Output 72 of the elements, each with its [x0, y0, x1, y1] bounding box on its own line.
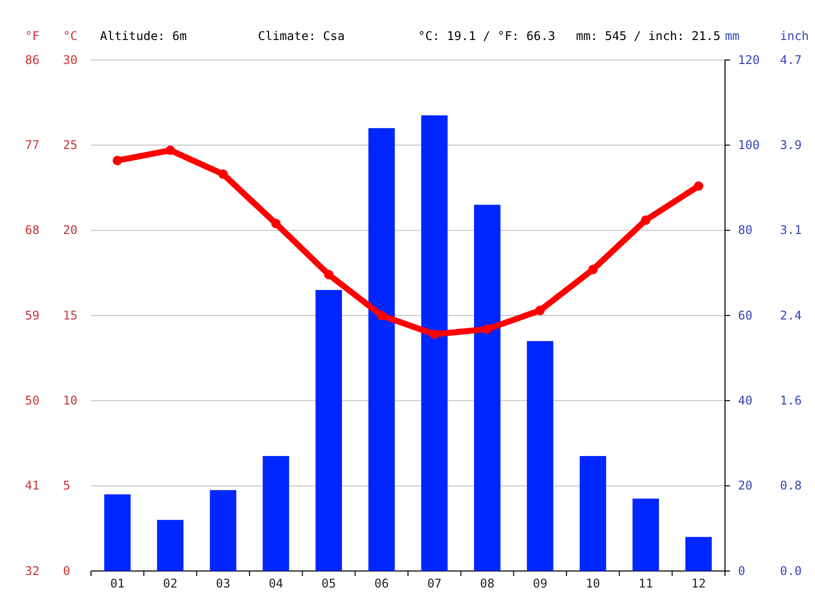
bar	[580, 456, 606, 571]
y3-tick-label: 59	[25, 308, 40, 322]
x-tick-label: 11	[638, 576, 653, 591]
x-tick-label: 05	[322, 576, 336, 591]
text: Altitude: 6m	[100, 29, 187, 43]
y3-tick-label: 32	[25, 564, 40, 578]
point	[694, 181, 704, 191]
y2-tick-label: 80	[738, 223, 752, 238]
point	[641, 215, 650, 225]
text: 0.8	[780, 478, 802, 493]
y3-tick-label: 50	[25, 394, 40, 408]
bar	[104, 494, 131, 571]
point	[430, 330, 440, 339]
text: 3.1	[780, 223, 802, 238]
y-tick-label: 15	[63, 308, 78, 322]
y3-tick-label: 86	[25, 52, 40, 67]
x-tick-label: 09	[532, 576, 548, 591]
bar	[262, 456, 290, 571]
text: mm: 545 / inch: 21.5	[576, 29, 720, 43]
y3-tick-label: 41	[25, 478, 40, 493]
point	[112, 156, 122, 166]
x-tick-label: 02	[163, 576, 178, 591]
text: inch	[780, 29, 809, 43]
point	[535, 306, 545, 316]
x-tick-label: 07	[427, 576, 442, 591]
point	[376, 310, 386, 320]
y2-tick-label: 0	[738, 564, 746, 578]
y2-tick-label: 40	[738, 394, 752, 408]
text: 1.6	[780, 394, 802, 408]
point	[482, 324, 492, 334]
y3-axis-title: °F	[25, 29, 40, 43]
y-tick-label: 20	[63, 223, 78, 238]
y3-tick-label: 68	[25, 223, 40, 238]
x-tick-label: 06	[374, 576, 389, 591]
point	[324, 270, 334, 280]
bar	[210, 490, 236, 571]
point	[588, 264, 598, 274]
y2-tick-label: 100	[738, 138, 760, 152]
y-axis-title: °C	[63, 29, 78, 43]
y-tick-label: 5	[63, 478, 70, 493]
text: 4.7	[780, 52, 802, 67]
x-tick-label: 04	[268, 576, 284, 591]
y-tick-label: 30	[63, 52, 78, 67]
x-tick-label: 03	[216, 576, 230, 591]
y-tick-label: 25	[63, 138, 78, 152]
x-tick-label: 01	[110, 576, 125, 591]
point	[271, 218, 281, 228]
y2-tick-label: 120	[738, 52, 760, 67]
text: Climate: Csa	[258, 29, 345, 43]
x-tick-label: 10	[586, 576, 600, 591]
point	[218, 169, 228, 179]
text: 0.0	[780, 564, 802, 578]
bar	[421, 115, 448, 571]
text: 3.9	[780, 138, 802, 152]
text: °C: 19.1 / °F: 66.3	[418, 29, 556, 43]
y-tick-label: 0	[63, 564, 70, 578]
x-tick-label: 12	[691, 576, 706, 591]
bar	[157, 520, 184, 571]
y2-axis-title: mm	[725, 29, 740, 43]
bar	[474, 204, 500, 571]
y2-tick-label: 60	[738, 308, 752, 322]
x-tick-label: 08	[480, 576, 494, 591]
bar	[526, 341, 554, 571]
bar	[316, 290, 342, 571]
bar	[685, 536, 712, 571]
point	[166, 146, 175, 155]
text: 2.4	[780, 308, 802, 322]
y-tick-label: 10	[63, 394, 78, 408]
bar	[632, 498, 659, 571]
bar	[368, 128, 395, 571]
y3-tick-label: 77	[25, 138, 40, 152]
y2-tick-label: 20	[738, 478, 752, 493]
